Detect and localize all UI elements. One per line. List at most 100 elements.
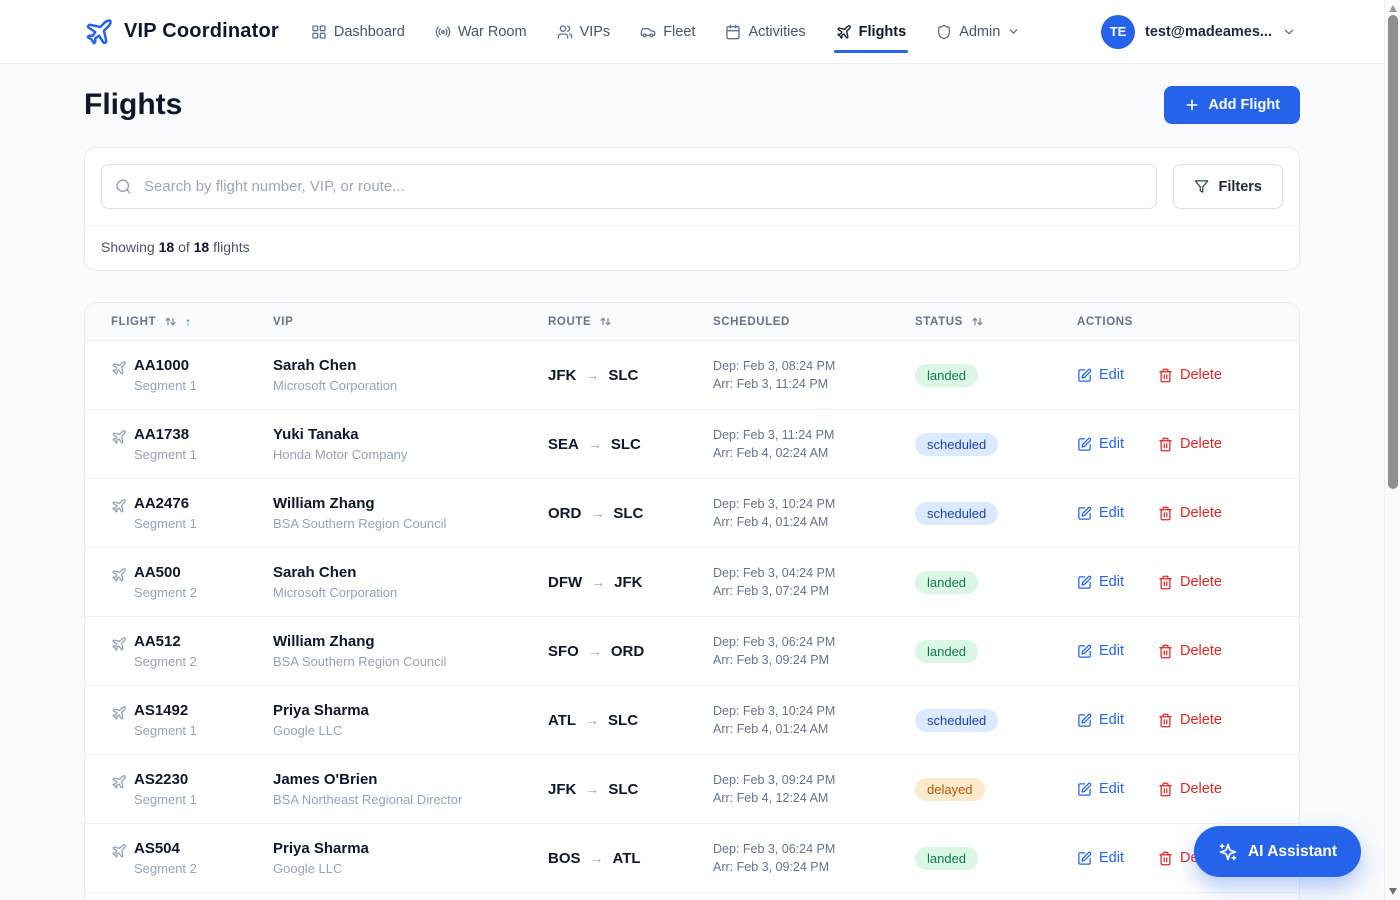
table-row: AA1738 Segment 1 Yuki Tanaka Honda Motor… [85,410,1299,479]
delete-button[interactable]: Delete [1158,367,1222,383]
trash-icon [1158,713,1173,728]
route-arrow-icon: → [587,643,602,659]
shield-icon [936,24,952,40]
nav-label: Admin [959,23,1001,40]
status-cell: delayed [915,777,1065,801]
vip-organization: Google LLC [273,860,343,876]
delete-label: Delete [1180,643,1222,659]
edit-button[interactable]: Edit [1077,367,1124,383]
delete-button[interactable]: Delete [1158,574,1222,590]
arrival-time: Arr: Feb 3, 09:24 PM [713,653,830,667]
edit-button[interactable]: Edit [1077,850,1124,866]
edit-button[interactable]: Edit [1077,781,1124,797]
column-header-actions: ACTIONS [1077,315,1133,328]
vip-organization: BSA Southern Region Council [273,653,447,669]
flight-number: AS504 [134,840,180,858]
scheduled-cell: Dep: Feb 3, 06:24 PM Arr: Feb 3, 09:24 P… [713,840,915,876]
flight-number: AA2476 [134,495,190,513]
route-destination: SLC [608,711,639,729]
route-arrow-icon: → [590,505,605,521]
flight-number: AA500 [134,564,181,582]
route-destination: SLC [610,435,641,453]
nav-item-flights[interactable]: Flights [833,20,908,53]
scheduled-cell: Dep: Feb 3, 10:24 PM Arr: Feb 4, 01:24 A… [713,702,915,738]
user-menu[interactable]: TE test@madeames... [1101,14,1296,49]
filter-funnel-icon [1194,179,1209,194]
edit-button[interactable]: Edit [1077,436,1124,452]
route-cell: JFK → SLC [548,781,713,798]
route-origin: SEA [548,435,579,453]
edit-label: Edit [1099,643,1124,659]
route-origin: ATL [548,711,577,729]
route-arrow-icon: → [585,712,600,728]
delete-label: Delete [1180,436,1222,452]
edit-button[interactable]: Edit [1077,505,1124,521]
page-scrollbar[interactable] [1384,0,1400,900]
arrival-time: Arr: Feb 4, 12:24 AM [713,791,829,805]
avatar: TE [1101,14,1136,49]
nav-item-dashboard[interactable]: Dashboard [311,20,405,44]
delete-button[interactable]: Delete [1158,436,1222,452]
user-email: test@madeames... [1145,23,1272,40]
plane-icon [111,360,127,376]
table-row: AA1000 Segment 1 Sarah Chen Microsoft Co… [85,341,1299,410]
sparkles-icon [1218,842,1238,862]
actions-cell: Edit Delete [1065,367,1273,383]
filters-label: Filters [1218,178,1262,195]
nav-label: Dashboard [333,23,405,40]
next-row-stub [85,893,1299,900]
nav-item-war-room[interactable]: War Room [435,20,527,44]
delete-button[interactable]: Delete [1158,781,1222,797]
route-origin: BOS [548,849,581,867]
ai-assistant-button[interactable]: AI Assistant [1193,826,1361,877]
edit-button[interactable]: Edit [1077,643,1124,659]
nav-item-admin[interactable]: Admin [936,20,1020,44]
plane-icon [111,774,127,790]
arrival-time: Arr: Feb 3, 11:24 PM [713,377,829,391]
delete-button[interactable]: Delete [1158,505,1222,521]
brand[interactable]: VIP Coordinator [84,17,279,47]
flight-cell: AA2476 Segment 1 [111,495,273,531]
column-header-route[interactable]: ROUTE [548,314,713,329]
scroll-up-arrow-icon[interactable] [1389,5,1397,12]
delete-button[interactable]: Delete [1158,712,1222,728]
chevron-down-icon [1007,25,1020,38]
vip-cell: James O'Brien BSA Northeast Regional Dir… [273,771,548,807]
nav-label: War Room [457,23,527,40]
flight-segment: Segment 2 [134,584,197,600]
delete-button[interactable]: Delete [1158,643,1222,659]
flight-cell: AS1492 Segment 1 [111,702,273,738]
filters-button[interactable]: Filters [1173,164,1283,209]
nav-item-vips[interactable]: VIPs [557,20,611,44]
chevron-down-icon [1282,25,1296,39]
search-input[interactable] [101,164,1158,209]
edit-pencil-icon [1077,368,1092,383]
search-icon [115,178,132,195]
edit-pencil-icon [1077,851,1092,866]
status-badge: landed [915,846,979,870]
nav-item-activities[interactable]: Activities [725,20,806,44]
edit-pencil-icon [1077,506,1092,521]
scrollbar-thumb[interactable] [1388,15,1398,489]
flight-segment: Segment 1 [134,446,197,462]
scheduled-cell: Dep: Feb 3, 09:24 PM Arr: Feb 4, 12:24 A… [713,771,915,807]
column-header-scheduled: SCHEDULED [713,315,790,328]
route-arrow-icon: → [587,436,602,452]
arrival-time: Arr: Feb 3, 07:24 PM [713,584,830,598]
route-cell: DFW → JFK [548,574,713,591]
delete-label: Delete [1180,781,1222,797]
column-header-status[interactable]: STATUS [915,314,1065,329]
edit-pencil-icon [1077,644,1092,659]
departure-time: Dep: Feb 3, 11:24 PM [713,427,835,442]
nav-item-fleet[interactable]: Fleet [640,20,695,44]
nav-label: VIPs [579,23,611,40]
scroll-down-arrow-icon[interactable] [1389,888,1397,895]
route-cell: ATL → SLC [548,712,713,729]
add-flight-button[interactable]: Add Flight [1164,86,1300,124]
nav-label: Activities [748,23,806,40]
column-header-flight[interactable]: FLIGHT ↑ [111,314,192,329]
sort-ascending-icon: ↑ [185,314,192,329]
edit-button[interactable]: Edit [1077,712,1124,728]
edit-button[interactable]: Edit [1077,574,1124,590]
route-cell: BOS → ATL [548,850,713,867]
